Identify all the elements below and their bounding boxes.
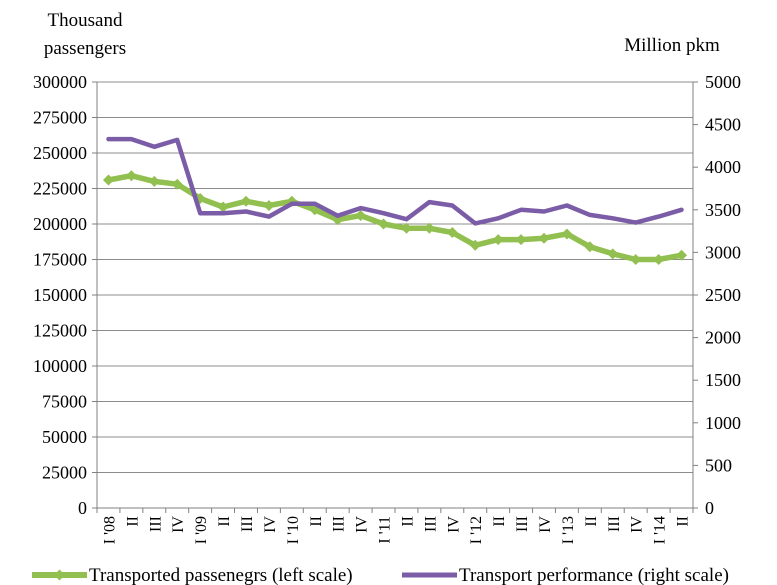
data-point-passengers (561, 228, 573, 240)
left-tick-label: 0 (78, 498, 87, 518)
data-point-passengers (355, 209, 367, 221)
data-point-passengers (263, 200, 275, 212)
left-tick-label: 75000 (42, 392, 87, 412)
data-point-passengers (676, 249, 688, 261)
series-line-performance (106, 136, 684, 226)
left-tick-label: 300000 (33, 72, 87, 92)
data-point-passengers (378, 218, 390, 230)
right-tick-label: 4000 (705, 157, 741, 177)
data-point-passengers (240, 195, 252, 207)
x-tick-label: I '08 (101, 516, 118, 544)
data-point-passengers (148, 175, 160, 187)
data-point-passengers (125, 170, 137, 182)
x-axis-ticks: I '08 II III IV I '09 II III IV I '10 II III IV I '1… (101, 516, 691, 545)
series-layer (102, 136, 688, 265)
x-tick-label: II (124, 516, 141, 527)
left-tick-label: 125000 (33, 321, 87, 341)
x-tick-label: I '09 (193, 516, 210, 544)
data-point-passengers (607, 248, 619, 260)
right-tick-label: 3500 (705, 200, 741, 220)
data-point-passengers (171, 178, 183, 190)
x-tick-label: II (491, 516, 508, 527)
legend-label-performance: Transport performance (right scale) (459, 565, 729, 585)
left-tick-label: 100000 (33, 356, 87, 376)
x-tick-label: II (675, 516, 692, 527)
left-tick-label: 50000 (42, 427, 87, 447)
data-point-passengers (102, 174, 114, 186)
left-axis-label-line-1: Thousand (48, 10, 123, 31)
gridlines (97, 81, 693, 473)
x-tick-label: I '12 (468, 516, 485, 544)
right-tick-label: 2500 (705, 285, 741, 305)
left-tick-label: 250000 (33, 143, 87, 163)
data-point-passengers (653, 254, 665, 265)
data-point-passengers (515, 234, 527, 246)
data-point-passengers (538, 232, 550, 244)
right-axis-label: Million pkm (624, 35, 720, 56)
data-point-passengers (584, 241, 596, 253)
x-tick-label: III (514, 516, 531, 532)
left-tick-label: 150000 (33, 285, 87, 305)
x-tick-label: IV (537, 516, 554, 533)
x-tick-label: IV (354, 516, 371, 533)
legend-marker-passengers (54, 569, 65, 581)
x-tick-label: I '14 (652, 516, 669, 544)
right-axis-ticks: 0 500 1000 1500 2000 2500 3000 3500 4000 4500 5000 (705, 72, 741, 518)
left-tick-label: 200000 (33, 214, 87, 234)
right-tick-label: 500 (705, 455, 732, 475)
x-tick-label: IV (629, 516, 646, 533)
x-tick-label: IV (170, 516, 187, 533)
right-tick-label: 0 (705, 498, 714, 518)
x-tick-label: I '10 (285, 516, 302, 544)
legend: Transported passenegrs (left scale) Tran… (32, 565, 729, 585)
x-tick-label: II (583, 516, 600, 527)
x-tick-label: II (399, 516, 416, 527)
x-tick-label: II (216, 516, 233, 527)
legend-label-passengers: Transported passenegrs (left scale) (89, 565, 353, 585)
axes (92, 81, 698, 513)
x-tick-label: III (422, 516, 439, 532)
left-axis-ticks: 0 25000 50000 75000 100000 125000 150000 175000… (33, 72, 87, 518)
right-tick-label: 1500 (705, 370, 741, 390)
x-tick-label: IV (262, 516, 279, 533)
right-tick-label: 1000 (705, 413, 741, 433)
left-tick-label: 225000 (33, 179, 87, 199)
data-point-passengers (469, 239, 481, 251)
data-point-passengers (217, 201, 229, 213)
right-tick-label: 4500 (705, 115, 741, 135)
left-tick-label: 25000 (42, 463, 87, 483)
left-tick-label: 175000 (33, 250, 87, 270)
data-point-passengers (446, 227, 458, 239)
x-tick-label: I '11 (377, 516, 394, 544)
left-axis-label-line-2: passengers (44, 38, 126, 59)
left-tick-label: 275000 (33, 108, 87, 128)
right-tick-label: 3000 (705, 242, 741, 262)
data-point-passengers (630, 254, 642, 265)
x-tick-label: III (239, 516, 256, 532)
right-tick-label: 2000 (705, 328, 741, 348)
x-tick-label: III (147, 516, 164, 532)
x-tick-label: I '13 (560, 516, 577, 544)
x-tick-label: III (606, 516, 623, 532)
data-point-passengers (492, 234, 504, 246)
right-tick-label: 5000 (705, 72, 741, 92)
x-tick-label: III (331, 516, 348, 532)
x-tick-label: II (308, 516, 325, 527)
data-point-passengers (400, 222, 412, 234)
data-point-passengers (423, 222, 435, 234)
x-tick-label: IV (445, 516, 462, 533)
